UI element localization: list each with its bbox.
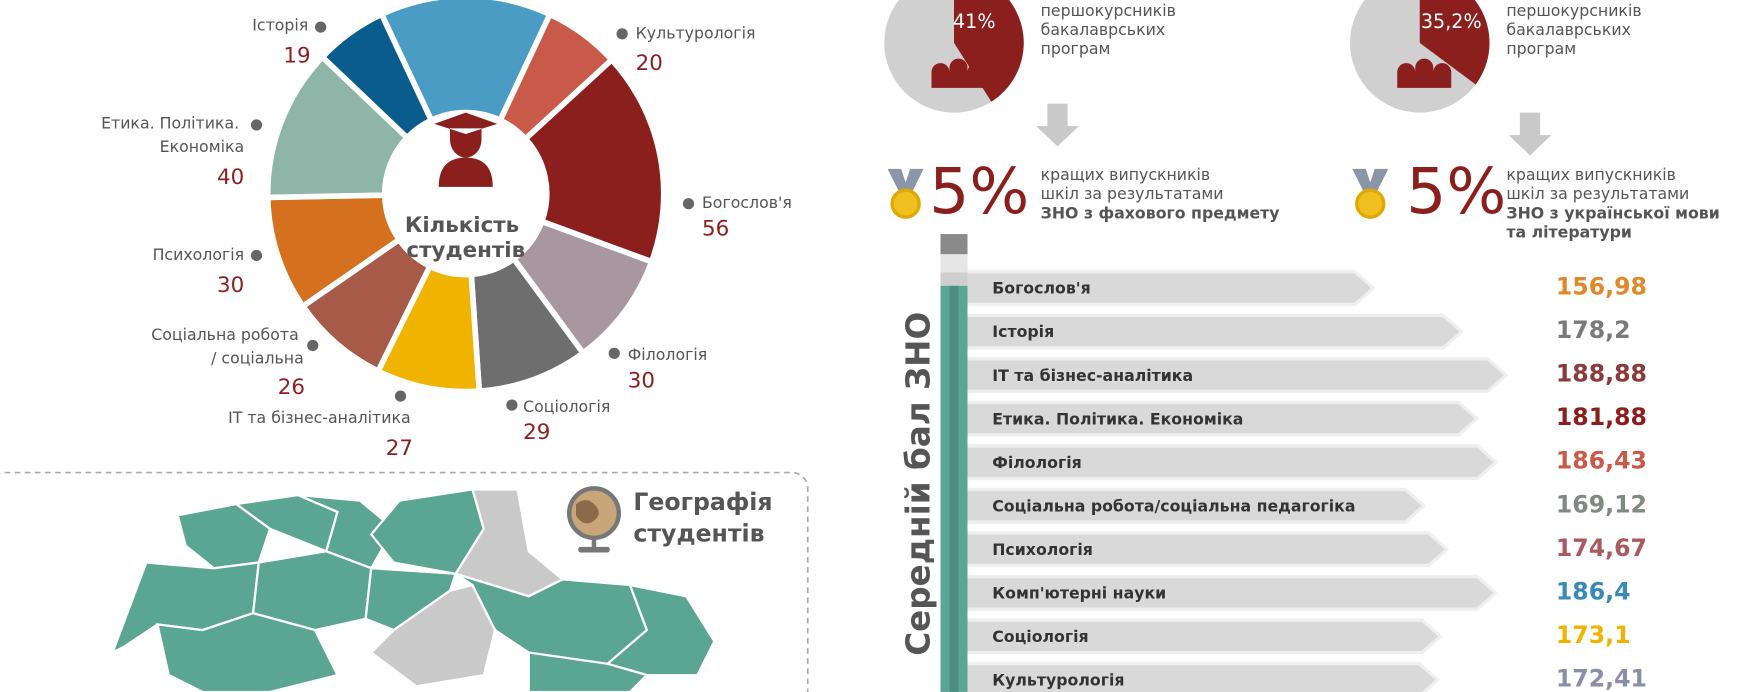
label-dot bbox=[608, 347, 620, 359]
label-dot bbox=[250, 119, 263, 131]
value-label: 188,88 bbox=[1556, 360, 1647, 388]
top-text: ЗНО з фахового предмету bbox=[1041, 203, 1280, 222]
value-label: 186,4 bbox=[1556, 577, 1631, 605]
value-label: 27 bbox=[386, 436, 413, 461]
share-text: першокурсників bbox=[1041, 1, 1176, 20]
category-label: Культурологія bbox=[636, 23, 756, 42]
share-text: програм bbox=[1041, 39, 1111, 58]
category-label: Культурологія bbox=[992, 671, 1124, 690]
label-dot bbox=[250, 249, 263, 262]
value-label: 19 bbox=[283, 43, 310, 68]
category-label: Історія bbox=[252, 15, 308, 34]
bar bbox=[967, 404, 1475, 434]
category-label: IT та бізнес-аналітика bbox=[992, 366, 1193, 385]
share-label: 35,2% bbox=[1421, 10, 1482, 33]
value-label: 26 bbox=[278, 375, 305, 400]
share-label: 41% bbox=[953, 10, 995, 33]
medal-ribbon bbox=[1352, 168, 1389, 192]
value-label: 56 bbox=[702, 217, 729, 242]
category-label: Богослов'я bbox=[702, 193, 792, 212]
down-arrow bbox=[1508, 112, 1552, 156]
medal-ribbon bbox=[887, 168, 924, 192]
label-dot bbox=[315, 21, 327, 33]
category-label: Філологія bbox=[992, 453, 1081, 472]
share-text: бакалаврських bbox=[1041, 20, 1166, 39]
share-text: першокурсників bbox=[1506, 1, 1641, 20]
bar bbox=[967, 360, 1504, 390]
value-label: 186,43 bbox=[1556, 447, 1647, 475]
label-dot bbox=[506, 399, 518, 411]
medal bbox=[1355, 188, 1386, 219]
bar bbox=[967, 316, 1460, 347]
geography-title: Географія студентів bbox=[633, 487, 780, 547]
value-label: 30 bbox=[217, 273, 244, 298]
donut-center bbox=[382, 110, 549, 277]
value-label: 156,98 bbox=[1556, 273, 1647, 301]
bar bbox=[967, 621, 1439, 651]
category-label: Соціологія bbox=[992, 627, 1088, 646]
label-dot bbox=[394, 390, 407, 402]
top-text: кращих випускників bbox=[1041, 165, 1211, 184]
category-label: Етика. Політика. Економіка bbox=[992, 409, 1243, 428]
bar bbox=[967, 578, 1494, 608]
share-text: бакалаврських bbox=[1506, 20, 1631, 39]
label-dot bbox=[682, 198, 695, 210]
category-label: Філологія bbox=[628, 345, 707, 364]
people-icon bbox=[1397, 58, 1452, 88]
category-label: Психологія bbox=[153, 245, 245, 264]
bar bbox=[967, 447, 1494, 477]
top-text: шкіл за результатами bbox=[1506, 184, 1689, 203]
label-dot bbox=[307, 339, 319, 352]
y-axis-label: Середній бал ЗНО bbox=[899, 312, 937, 656]
globe-icon bbox=[567, 486, 621, 553]
value-label: 169,12 bbox=[1556, 490, 1647, 518]
top-percent: 5% bbox=[1406, 155, 1506, 228]
top-text: ЗНО з української мови bbox=[1506, 203, 1719, 222]
value-label: 173,1 bbox=[1556, 621, 1631, 649]
top-text: шкіл за результатами bbox=[1041, 184, 1224, 203]
value-label: 181,88 bbox=[1556, 403, 1647, 431]
map bbox=[110, 488, 716, 692]
medal bbox=[890, 188, 921, 219]
top-percent: 5% bbox=[929, 155, 1029, 228]
bar bbox=[967, 273, 1372, 303]
category-label: Богослов'я bbox=[992, 279, 1090, 298]
bar bbox=[967, 534, 1445, 564]
value-label: 172,41 bbox=[1556, 664, 1647, 692]
value-label: 30 bbox=[628, 368, 655, 393]
value-label: 178,2 bbox=[1556, 316, 1631, 344]
top-text: кращих випускників bbox=[1506, 165, 1676, 184]
graduate-icon bbox=[434, 112, 498, 187]
category-label: IT та бізнес-аналітика bbox=[228, 408, 411, 427]
share-text: програм bbox=[1506, 39, 1576, 58]
value-label: 174,67 bbox=[1556, 534, 1647, 562]
value-label: 40 bbox=[217, 165, 244, 190]
donut-center-label: Кількість студентів bbox=[405, 213, 527, 263]
category-label: Історія bbox=[992, 322, 1054, 341]
category-label: Психологія bbox=[992, 540, 1093, 559]
bar bbox=[967, 665, 1436, 692]
label-dot bbox=[616, 28, 628, 40]
people-icon bbox=[931, 58, 986, 88]
top-text: та літератури bbox=[1506, 222, 1632, 241]
value-label: 20 bbox=[636, 51, 663, 76]
value-label: 29 bbox=[523, 420, 550, 445]
category-label: Соціальна робота/соціальна педагогіка bbox=[992, 496, 1355, 515]
category-label: Соціологія bbox=[523, 397, 610, 416]
pencil bbox=[940, 234, 968, 692]
down-arrow bbox=[1036, 103, 1079, 147]
category-label: Соціальна робота / соціальна bbox=[151, 324, 304, 367]
category-label: Комп'ютерні науки bbox=[992, 583, 1166, 602]
category-label: Етика. Політика. Економіка bbox=[101, 113, 244, 156]
bar bbox=[967, 491, 1422, 521]
share-pie-wedge bbox=[1419, 0, 1490, 85]
share-pie-wedge bbox=[954, 0, 1024, 102]
